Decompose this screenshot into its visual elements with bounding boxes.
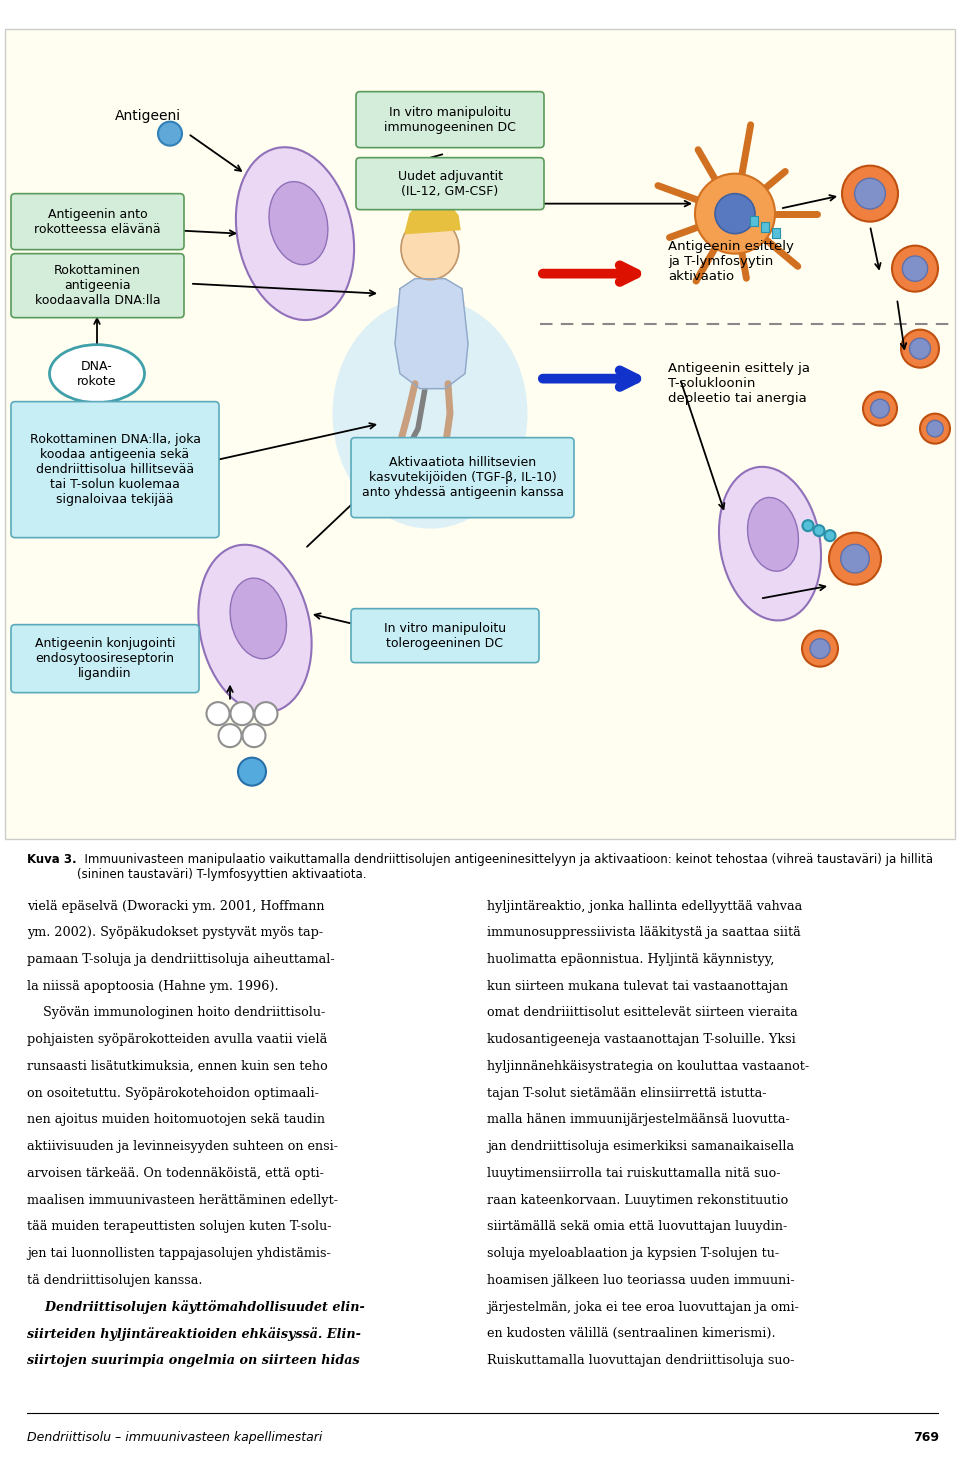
Text: Rokottaminen
antigeenia
koodaavalla DNA:lla: Rokottaminen antigeenia koodaavalla DNA:… (35, 264, 160, 308)
Text: tä dendriittisolujen kanssa.: tä dendriittisolujen kanssa. (27, 1275, 203, 1286)
Text: siirteiden hyljintäreaktioiden ehkäisyssä. Elin-: siirteiden hyljintäreaktioiden ehkäisyss… (27, 1327, 361, 1342)
Text: Immuunivasteen manipulaatio vaikuttamalla dendriittisolujen antigeeninesittelyyn: Immuunivasteen manipulaatio vaikuttamall… (77, 853, 933, 880)
Ellipse shape (401, 218, 459, 280)
Text: runsaasti lisätutkimuksia, ennen kuin sen teho: runsaasti lisätutkimuksia, ennen kuin se… (27, 1061, 327, 1072)
Ellipse shape (829, 533, 881, 585)
Text: pamaan T-soluja ja dendriittisoluja aiheuttamal-: pamaan T-soluja ja dendriittisoluja aihe… (27, 954, 334, 965)
Text: 769: 769 (913, 1431, 939, 1444)
Ellipse shape (909, 338, 930, 359)
Text: Kuva 3.: Kuva 3. (27, 853, 77, 866)
Text: Antigeenin esittely ja
T-solukloonin
depleetio tai anergia: Antigeenin esittely ja T-solukloonin dep… (668, 362, 810, 406)
Text: la niissä apoptoosia (Hahne ym. 1996).: la niissä apoptoosia (Hahne ym. 1996). (27, 980, 278, 993)
Ellipse shape (842, 166, 898, 221)
Text: soluja myeloablaation ja kypsien T-solujen tu-: soluja myeloablaation ja kypsien T-soluj… (488, 1247, 780, 1260)
Text: Rokottaminen DNA:lla, joka
koodaa antigeenia sekä
dendriittisolua hillitsevää
ta: Rokottaminen DNA:lla, joka koodaa antige… (30, 434, 201, 505)
Text: huolimatta epäonnistua. Hyljintä käynnistyy,: huolimatta epäonnistua. Hyljintä käynnis… (488, 954, 775, 965)
Ellipse shape (269, 182, 328, 265)
Text: kun siirteen mukana tulevat tai vastaanottajan: kun siirteen mukana tulevat tai vastaano… (488, 980, 788, 993)
Text: siirtämällä sekä omia että luovuttajan luuydin-: siirtämällä sekä omia että luovuttajan l… (488, 1220, 788, 1234)
Text: on osoitetuttu. Syöpärokotehoidon optimaali-: on osoitetuttu. Syöpärokotehoidon optima… (27, 1087, 319, 1100)
Text: In vitro manipuloitu
tolerogeeninen DC: In vitro manipuloitu tolerogeeninen DC (384, 621, 506, 649)
Text: tää muiden terapeuttisten solujen kuten T-solu-: tää muiden terapeuttisten solujen kuten … (27, 1220, 331, 1234)
Text: luuytimensiirrolla tai ruiskuttamalla nitä suo-: luuytimensiirrolla tai ruiskuttamalla ni… (488, 1168, 780, 1179)
Text: kudosantigeeneja vastaanottajan T-soluille. Yksi: kudosantigeeneja vastaanottajan T-soluil… (488, 1033, 796, 1046)
Text: raan kateenkorvaan. Luuytimen rekonstituutio: raan kateenkorvaan. Luuytimen rekonstitu… (488, 1194, 789, 1207)
Text: vielä epäselvä (Dworacki ym. 2001, Hoffmann: vielä epäselvä (Dworacki ym. 2001, Hoffm… (27, 900, 324, 913)
Ellipse shape (199, 545, 312, 712)
Text: omat dendriiittisolut esittelevät siirteen vieraita: omat dendriiittisolut esittelevät siirte… (488, 1006, 798, 1020)
Ellipse shape (238, 757, 266, 785)
Text: nen ajoitus muiden hoitomuotojen sekä taudin: nen ajoitus muiden hoitomuotojen sekä ta… (27, 1113, 324, 1127)
Ellipse shape (901, 330, 939, 368)
Ellipse shape (50, 344, 145, 403)
Ellipse shape (243, 724, 266, 747)
Ellipse shape (715, 193, 755, 233)
Text: jen tai luonnollisten tappajasolujen yhdistämis-: jen tai luonnollisten tappajasolujen yhd… (27, 1247, 330, 1260)
Text: en kudosten välillä (sentraalinen kimerismi).: en kudosten välillä (sentraalinen kimeri… (488, 1327, 776, 1340)
Text: hyljinnänehkäisystrategia on kouluttaa vastaanot-: hyljinnänehkäisystrategia on kouluttaa v… (488, 1061, 809, 1072)
Text: jan dendriittisoluja esimerkiksi samanaikaisella: jan dendriittisoluja esimerkiksi samanai… (488, 1140, 795, 1153)
Ellipse shape (118, 217, 142, 240)
FancyBboxPatch shape (750, 215, 758, 226)
Ellipse shape (871, 400, 889, 418)
Ellipse shape (813, 524, 825, 536)
Ellipse shape (206, 702, 229, 725)
Text: Antigeenin konjugointi
endosytoosireseptorin
ligandiin: Antigeenin konjugointi endosytoosiresept… (35, 637, 176, 680)
Ellipse shape (920, 413, 950, 444)
Text: In vitro manipuloitu
immunogeeninen DC: In vitro manipuloitu immunogeeninen DC (384, 105, 516, 133)
Text: arvoisen tärkeää. On todennäköistä, että opti-: arvoisen tärkeää. On todennäköistä, että… (27, 1168, 324, 1179)
Text: tajan T-solut sietämään elinsiirrettä istutta-: tajan T-solut sietämään elinsiirrettä is… (488, 1087, 767, 1100)
FancyBboxPatch shape (761, 221, 769, 231)
Ellipse shape (695, 174, 775, 253)
Ellipse shape (748, 498, 799, 571)
Text: järjestelmän, joka ei tee eroa luovuttajan ja omi-: järjestelmän, joka ei tee eroa luovuttaj… (488, 1301, 800, 1314)
Ellipse shape (854, 179, 885, 209)
Ellipse shape (892, 246, 938, 292)
Text: Syövän immunologinen hoito dendriittisolu-: Syövän immunologinen hoito dendriittisol… (27, 1006, 325, 1020)
Polygon shape (395, 278, 468, 388)
Ellipse shape (926, 420, 944, 437)
Text: Dendriittisolujen käyttömahdollisuudet elin-: Dendriittisolujen käyttömahdollisuudet e… (27, 1301, 365, 1314)
Ellipse shape (803, 520, 813, 532)
Text: DNA-
rokote: DNA- rokote (77, 359, 117, 388)
Ellipse shape (810, 639, 829, 659)
FancyBboxPatch shape (11, 193, 184, 249)
FancyBboxPatch shape (351, 608, 539, 662)
Text: hoamisen jälkeen luo teoriassa uuden immuuni-: hoamisen jälkeen luo teoriassa uuden imm… (488, 1275, 795, 1286)
Ellipse shape (332, 299, 527, 529)
Text: immunosuppressiivista lääkitystä ja saattaa siitä: immunosuppressiivista lääkitystä ja saat… (488, 926, 802, 939)
Ellipse shape (863, 391, 897, 426)
FancyBboxPatch shape (11, 401, 219, 538)
Text: maalisen immuunivasteen herättäminen edellyt-: maalisen immuunivasteen herättäminen ede… (27, 1194, 338, 1207)
Text: aktiivisuuden ja levinneisyyden suhteen on ensi-: aktiivisuuden ja levinneisyyden suhteen … (27, 1140, 338, 1153)
Text: pohjaisten syöpärokotteiden avulla vaatii vielä: pohjaisten syöpärokotteiden avulla vaati… (27, 1033, 327, 1046)
Text: siirtojen suurimpia ongelmia on siirteen hidas: siirtojen suurimpia ongelmia on siirteen… (27, 1354, 359, 1367)
Ellipse shape (254, 702, 277, 725)
Text: Ruiskuttamalla luovuttajan dendriittisoluja suo-: Ruiskuttamalla luovuttajan dendriittisol… (488, 1354, 795, 1367)
Ellipse shape (230, 579, 286, 659)
Text: Antigeenin anto
rokotteessa elävänä: Antigeenin anto rokotteessa elävänä (35, 208, 161, 236)
Text: hyljintäreaktio, jonka hallinta edellyyttää vahvaa: hyljintäreaktio, jonka hallinta edellyyt… (488, 900, 803, 913)
Text: Dendriittisolu – immuunivasteen kapellimestari: Dendriittisolu – immuunivasteen kapellim… (27, 1431, 323, 1444)
Ellipse shape (219, 724, 242, 747)
Ellipse shape (364, 451, 386, 473)
FancyBboxPatch shape (356, 92, 544, 148)
FancyBboxPatch shape (772, 227, 780, 237)
Ellipse shape (902, 256, 927, 281)
FancyBboxPatch shape (11, 624, 199, 693)
Ellipse shape (236, 146, 354, 319)
FancyBboxPatch shape (11, 253, 184, 318)
Text: Antigeenin esittely
ja T-lymfosyytin
aktivaatio: Antigeenin esittely ja T-lymfosyytin akt… (668, 240, 794, 283)
Ellipse shape (825, 530, 835, 541)
Text: Uudet adjuvantit
(IL-12, GM-CSF): Uudet adjuvantit (IL-12, GM-CSF) (397, 170, 502, 198)
Ellipse shape (719, 467, 821, 621)
Ellipse shape (802, 630, 838, 667)
Text: ym. 2002). Syöpäkudokset pystyvät myös tap-: ym. 2002). Syöpäkudokset pystyvät myös t… (27, 926, 323, 939)
Ellipse shape (454, 451, 476, 473)
FancyBboxPatch shape (5, 29, 955, 838)
Text: Aktivaatiota hillitsevien
kasvutekijöiden (TGF-β, IL-10)
anto yhdessä antigeenin: Aktivaatiota hillitsevien kasvutekijöide… (362, 456, 564, 500)
FancyBboxPatch shape (356, 158, 544, 209)
Ellipse shape (841, 545, 870, 573)
Polygon shape (405, 202, 460, 233)
Text: malla hänen immuunijärjestelmäänsä luovutta-: malla hänen immuunijärjestelmäänsä luovu… (488, 1113, 790, 1127)
